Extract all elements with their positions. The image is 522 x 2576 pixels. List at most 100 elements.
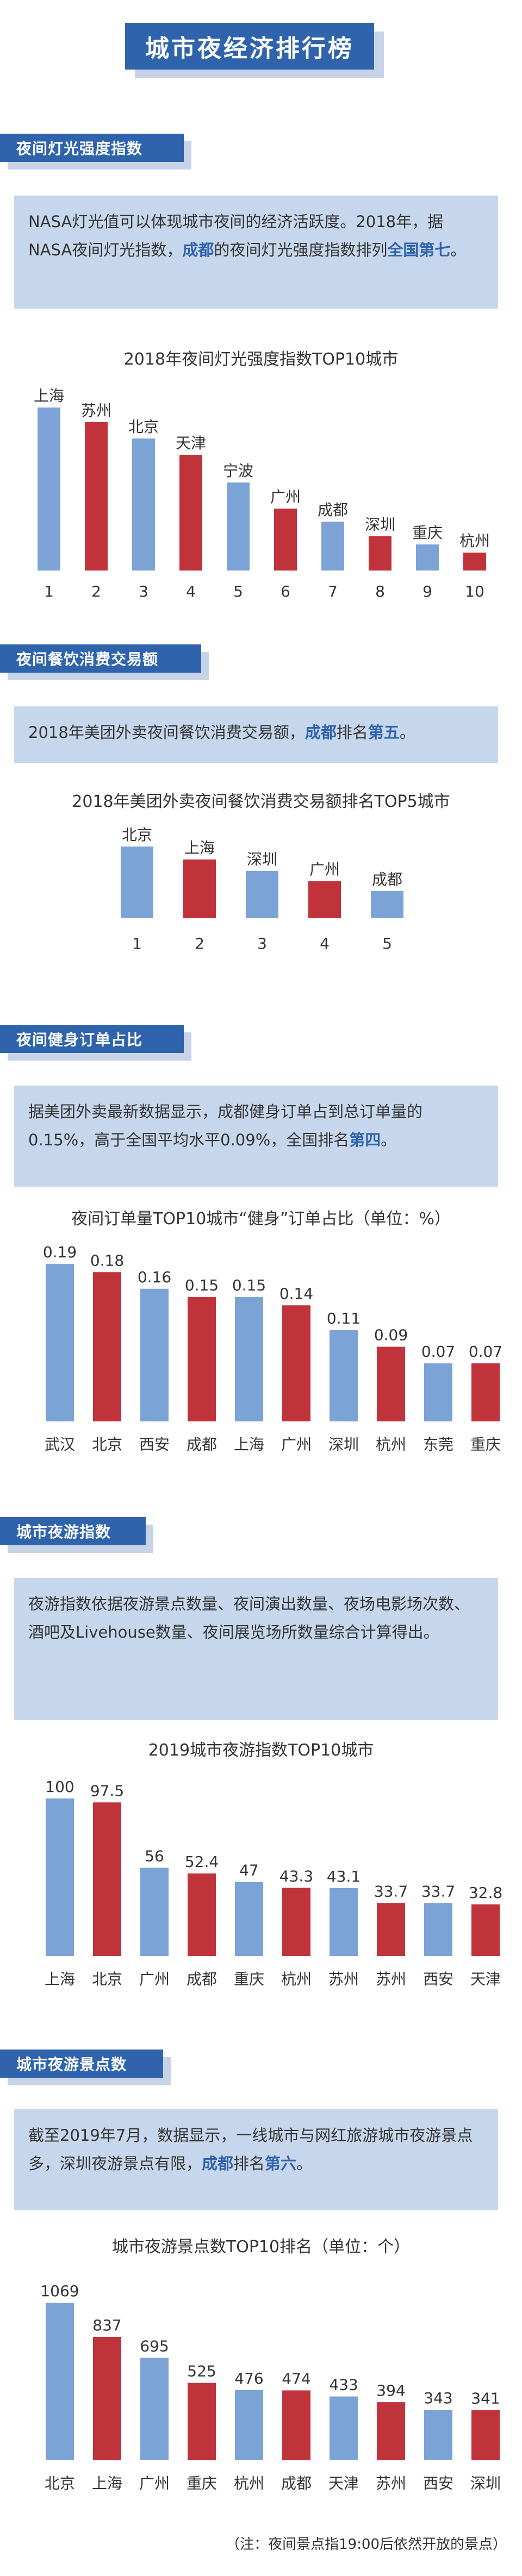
bar-label: 成都 (372, 870, 402, 888)
tick-label: 杭州 (376, 1436, 406, 1453)
bar-杭州 (235, 2390, 263, 2460)
tick-label: 5 (233, 582, 243, 600)
info-highlight: 第六 (265, 2154, 297, 2173)
tick-label: 8 (375, 582, 385, 600)
bar-1 (38, 408, 60, 571)
tick-label: 广州 (139, 1970, 170, 1988)
section-header-label: 城市夜游指数 (0, 1517, 146, 1545)
tick-label: 西安 (423, 1970, 453, 1988)
tick-label: 北京 (45, 2474, 75, 2492)
data-label: 341 (471, 2389, 500, 2407)
data-label: 0.15 (232, 1276, 266, 1294)
bar-label: 成都 (318, 501, 348, 519)
info-box-2: 2018年美团外卖夜间餐饮消费交易额，成都排名第五。 (14, 706, 498, 763)
data-label: 695 (140, 2337, 169, 2355)
bar-深圳 (330, 1330, 358, 1421)
section-header-label: 夜间灯光强度指数 (0, 134, 184, 162)
bar-3 (246, 870, 278, 918)
bar-label: 北京 (122, 826, 152, 844)
tick-label: 3 (257, 935, 267, 952)
tick-label: 深圳 (470, 2474, 501, 2492)
bar-label: 杭州 (459, 532, 490, 550)
bar-6 (274, 509, 297, 571)
info-text: 排名 (336, 723, 368, 742)
page-title: 城市夜经济排行榜 (125, 23, 374, 70)
bar-深圳 (471, 2410, 500, 2460)
info-highlight: 第五 (368, 723, 400, 742)
data-label: 52.4 (185, 1853, 219, 1871)
tick-label: 苏州 (328, 1970, 359, 1988)
tick-label: 北京 (92, 1970, 122, 1988)
bar-天津 (330, 2396, 358, 2460)
data-label: 0.19 (43, 1244, 77, 1261)
bar-8 (369, 536, 391, 571)
tick-label: 重庆 (234, 1970, 264, 1988)
data-label: 33.7 (374, 1882, 408, 1900)
info-highlight: 全国第七 (387, 241, 451, 259)
bar-2 (183, 859, 216, 918)
chart-4-night-tour-index: 100 上海 97.5 北京 56 广州 52.4 成都 47 重庆 43.3 杭州 43.1 苏州 33.… (45, 1778, 502, 1988)
tick-label: 4 (320, 935, 330, 952)
bar-5 (371, 891, 403, 918)
bar-武汉 (46, 1264, 74, 1421)
section-header-3: 夜间健身订单占比 (0, 1025, 217, 1061)
tick-label: 西安 (139, 1436, 170, 1453)
tick-label: 5 (382, 935, 392, 952)
data-label: 47 (239, 1862, 259, 1879)
data-label: 343 (424, 2389, 452, 2407)
chart-title-2: 2018年美团外卖夜间餐饮消费交易额排名TOP5城市 (72, 792, 450, 811)
info-highlight: 成都 (304, 723, 337, 742)
chart-5-night-spots: 1069 北京 837 上海 695 广州 525 重庆 476 杭州 474 成都 433 天津 394 苏… (40, 2282, 501, 2492)
tick-label: 成都 (281, 2474, 312, 2492)
tick-label: 重庆 (187, 2474, 217, 2492)
tick-label: 1 (44, 582, 54, 600)
bar-西安 (424, 2409, 452, 2460)
bar-label: 苏州 (81, 402, 111, 419)
bar-天津 (471, 1904, 500, 1956)
tick-label: 2 (195, 935, 204, 952)
bar-10 (463, 553, 486, 571)
data-label: 474 (282, 2370, 310, 2387)
section-header-2: 夜间餐饮消费交易额 (0, 644, 217, 680)
bar-北京 (93, 1802, 121, 1956)
data-label: 0.18 (90, 1251, 124, 1269)
tick-label: 重庆 (470, 1436, 501, 1453)
bar-3 (132, 438, 155, 571)
tick-label: 东莞 (423, 1436, 453, 1453)
info-text: 。 (450, 241, 467, 259)
data-label: 433 (329, 2376, 358, 2394)
bar-label: 重庆 (412, 524, 443, 542)
tick-label: 7 (328, 582, 338, 600)
bar-5 (227, 482, 250, 571)
bar-成都 (188, 1297, 216, 1421)
data-label: 0.07 (469, 1343, 502, 1361)
info-box-1: NASA灯光值可以体现城市夜间的经济活跃度。2018年，据NASA夜间灯光指数，… (14, 196, 498, 309)
data-label: 0.14 (279, 1284, 313, 1302)
data-label: 0.16 (138, 1268, 171, 1286)
tick-label: 成都 (187, 1970, 217, 1988)
info-box-3: 据美团外卖最新数据显示，成都健身订单占到总订单量的0.15%，高于全国平均水平0… (14, 1086, 498, 1187)
tick-label: 广州 (139, 2474, 170, 2492)
info-box-5: 截至2019年7月，数据显示，一线城市与网红旅游城市夜游景点多，深圳夜游景点有限… (14, 2109, 498, 2210)
info-text: 。 (381, 1131, 397, 1149)
bar-label: 广州 (270, 488, 301, 506)
chart-title-4: 2019城市夜游指数TOP10城市 (148, 1741, 374, 1760)
data-label: 43.1 (327, 1867, 361, 1885)
info-text: 的夜间灯光强度指数排列 (214, 241, 388, 259)
data-label: 33.7 (421, 1882, 455, 1900)
bar-label: 宁波 (223, 462, 253, 480)
info-text: 。 (296, 2154, 313, 2173)
chart-title-5: 城市夜游景点数TOP10排名（单位：个） (111, 2237, 411, 2257)
data-label: 0.11 (327, 1309, 361, 1327)
data-label: 837 (92, 2316, 121, 2334)
tick-label: 3 (139, 582, 148, 600)
section-header-4: 城市夜游指数 (0, 1517, 217, 1553)
bar-重庆 (188, 2383, 216, 2460)
section-header-label: 夜间健身订单占比 (0, 1025, 184, 1053)
info-highlight: 第四 (349, 1131, 381, 1149)
bar-广州 (140, 1867, 169, 1956)
tick-label: 上海 (92, 2474, 122, 2492)
tick-label: 9 (422, 582, 432, 600)
tick-label: 天津 (328, 2474, 359, 2492)
section-header-1: 夜间灯光强度指数 (0, 134, 217, 170)
